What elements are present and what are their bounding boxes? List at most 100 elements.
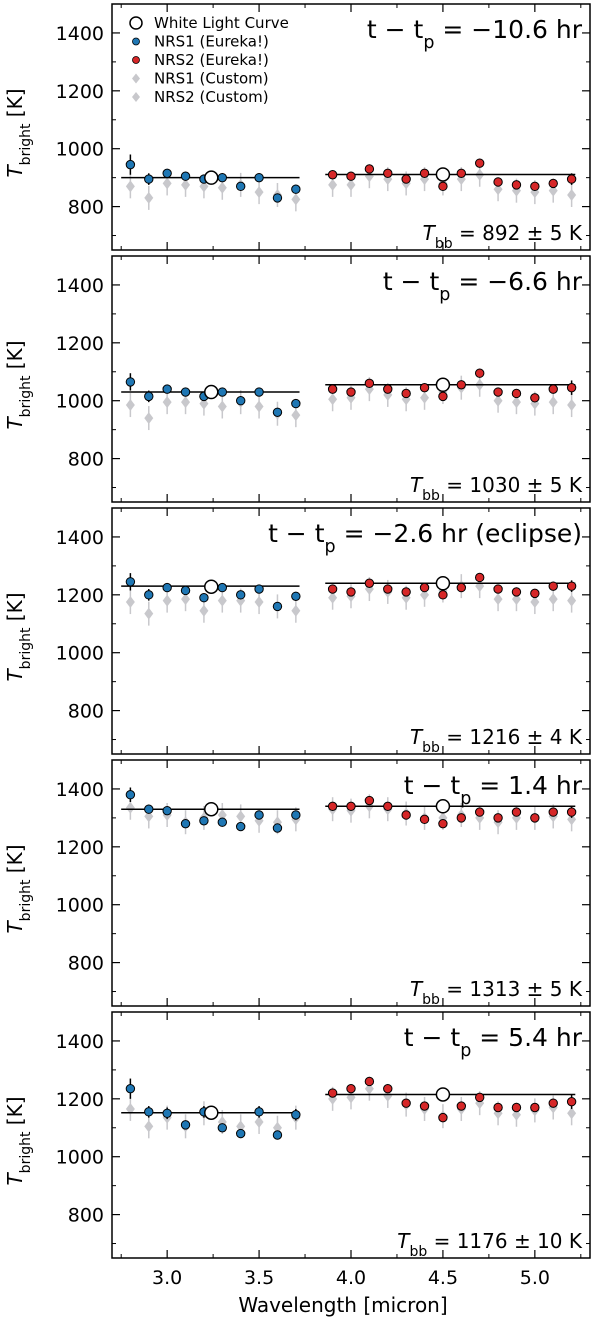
y-tick-label: 800 (68, 1205, 104, 1227)
nrs2-custom-point (364, 1082, 374, 1095)
y-tick-label: 1000 (56, 895, 104, 917)
nrs2-custom-point (548, 184, 558, 197)
nrs2-eureka-point (401, 174, 411, 184)
white-light-curve-point (435, 575, 451, 591)
nrs1-custom-point (199, 604, 209, 617)
panel: 800 1000 1200 1400 Tbright [K] t − tp = −10.6… (3, 3, 591, 252)
nrs2-eureka-point (548, 807, 558, 817)
nrs2-eureka-point (364, 1076, 375, 1087)
y-tick-label: 1400 (56, 23, 104, 45)
nrs2-eureka-point (383, 1083, 393, 1094)
y-tick-label: 1000 (56, 643, 104, 665)
nrs1-eureka-point (235, 590, 246, 600)
legend-entry: NRS2 (Eureka!) (154, 51, 269, 69)
nrs1-eureka-point (125, 577, 136, 587)
nrs1-custom-point (125, 801, 135, 814)
nrs2-custom-point (548, 593, 558, 606)
nrs1-eureka-point (217, 1123, 228, 1133)
nrs2-custom-point (567, 813, 577, 826)
y-tick-label: 800 (68, 197, 104, 219)
y-tick-label: 1400 (56, 527, 104, 549)
nrs1-eureka-point (144, 590, 154, 600)
nrs2-eureka-point (566, 807, 577, 817)
nrs2-eureka-point (566, 382, 577, 393)
nrs1-custom-point (125, 180, 135, 193)
nrs2-eureka-point (456, 582, 467, 593)
nrs2-eureka-point (346, 387, 356, 397)
white-light-curve-point (204, 170, 219, 185)
nrs1-custom-point (236, 810, 246, 823)
y-tick-label: 1400 (56, 779, 104, 801)
x-tick-label: 5.0 (520, 1267, 550, 1289)
nrs1-eureka-point (144, 1107, 154, 1117)
y-axis-label: Tbright [K] (3, 592, 34, 681)
nrs2-eureka-point (419, 814, 430, 825)
nrs2-custom-point (328, 393, 338, 406)
phase-annotation: t − tp = 5.4 hr (404, 1023, 583, 1061)
x-tick-label: 4.0 (336, 1267, 366, 1289)
y-tick-label: 1000 (56, 139, 104, 161)
nrs2-eureka-point (456, 1101, 467, 1111)
panel: 800 1000 1200 1400 Tbright [K] t − tp = 1.4 h… (3, 759, 591, 1008)
phase-annotation: t − tp = −6.6 hr (383, 267, 583, 305)
nrs2-eureka-point (438, 590, 448, 600)
x-axis-labels: 3.0 3.5 4.0 4.5 5.0 (152, 1267, 550, 1289)
nrs1-eureka-point (217, 582, 228, 593)
nrs1-custom-point (272, 1121, 282, 1134)
nrs1-custom-point (144, 412, 154, 425)
tbb-annotation: Tbb = 1216 ± 4 K (410, 725, 583, 756)
x-tick-label: 4.5 (428, 1267, 458, 1289)
nrs1-custom-point (254, 596, 264, 609)
y-axis-label: Tbright [K] (3, 340, 34, 429)
white-light-curve-point (435, 1087, 451, 1102)
nrs2-eureka-point (456, 168, 467, 179)
nrs2-eureka-point (530, 813, 540, 823)
nrs2-eureka-point (493, 813, 503, 823)
nrs2-eureka-point (566, 174, 577, 184)
nrs2-eureka-point (383, 801, 393, 812)
nrs1-eureka-point (291, 398, 301, 409)
nrs2-eureka-point (530, 1102, 540, 1113)
panels: 800 1000 1200 1400 Tbright [K] t − tp = −10.6… (3, 3, 591, 1260)
nrs2-eureka-point (346, 587, 356, 597)
nrs1-eureka-point (272, 823, 283, 833)
nrs2-custom-point (511, 1108, 521, 1121)
phase-annotation: t − tp = −2.6 hr (eclipse) (268, 519, 582, 557)
y-tick-label: 1400 (56, 275, 104, 297)
tbb-annotation: Tbb = 1313 ± 5 K (410, 977, 583, 1008)
nrs1-eureka-point (162, 582, 172, 593)
nrs2-eureka-point (493, 177, 503, 187)
nrs2-custom-point (420, 588, 430, 601)
nrs1-custom-point (254, 186, 264, 199)
nrs1-custom-point (291, 409, 301, 422)
nrs1-eureka-point (217, 387, 228, 397)
nrs2-eureka-point (364, 578, 375, 588)
panel: 800 1000 1200 1400 Tbright [K] t − tp = −2.6 … (3, 507, 591, 756)
nrs1-eureka-point (272, 407, 283, 417)
nrs2-eureka-point (364, 795, 375, 806)
y-tick-label: 800 (68, 701, 104, 723)
nrs2-eureka-point (511, 388, 522, 399)
nrs1-custom-point (125, 399, 135, 412)
nrs2-eureka-point (419, 168, 430, 179)
nrs2-eureka-point (566, 1097, 577, 1107)
nrs2-eureka-point (511, 807, 522, 817)
nrs1-eureka-point (180, 171, 191, 181)
panel: 800 1000 1200 1400 Tbright [K] t − tp = 5.4 h… (3, 1011, 591, 1260)
nrs1-custom-point (181, 396, 191, 409)
nrs1-eureka-point (254, 1107, 264, 1117)
nrs2-eureka-point (419, 1101, 430, 1111)
nrs1-eureka-point (235, 821, 246, 832)
tbb-annotation: Tbb = 1030 ± 5 K (410, 473, 583, 504)
white-light-curve-point (435, 377, 451, 393)
nrs1-eureka-point (291, 591, 301, 601)
nrs2-eureka-point (456, 813, 467, 823)
nrs1-eureka-point (125, 790, 136, 800)
nrs2-eureka-point (493, 584, 503, 594)
nrs2-eureka-point (438, 1112, 448, 1123)
nrs2-custom-point (493, 394, 503, 407)
nrs1-eureka-point (254, 584, 264, 594)
nrs1-custom-point (217, 181, 227, 194)
